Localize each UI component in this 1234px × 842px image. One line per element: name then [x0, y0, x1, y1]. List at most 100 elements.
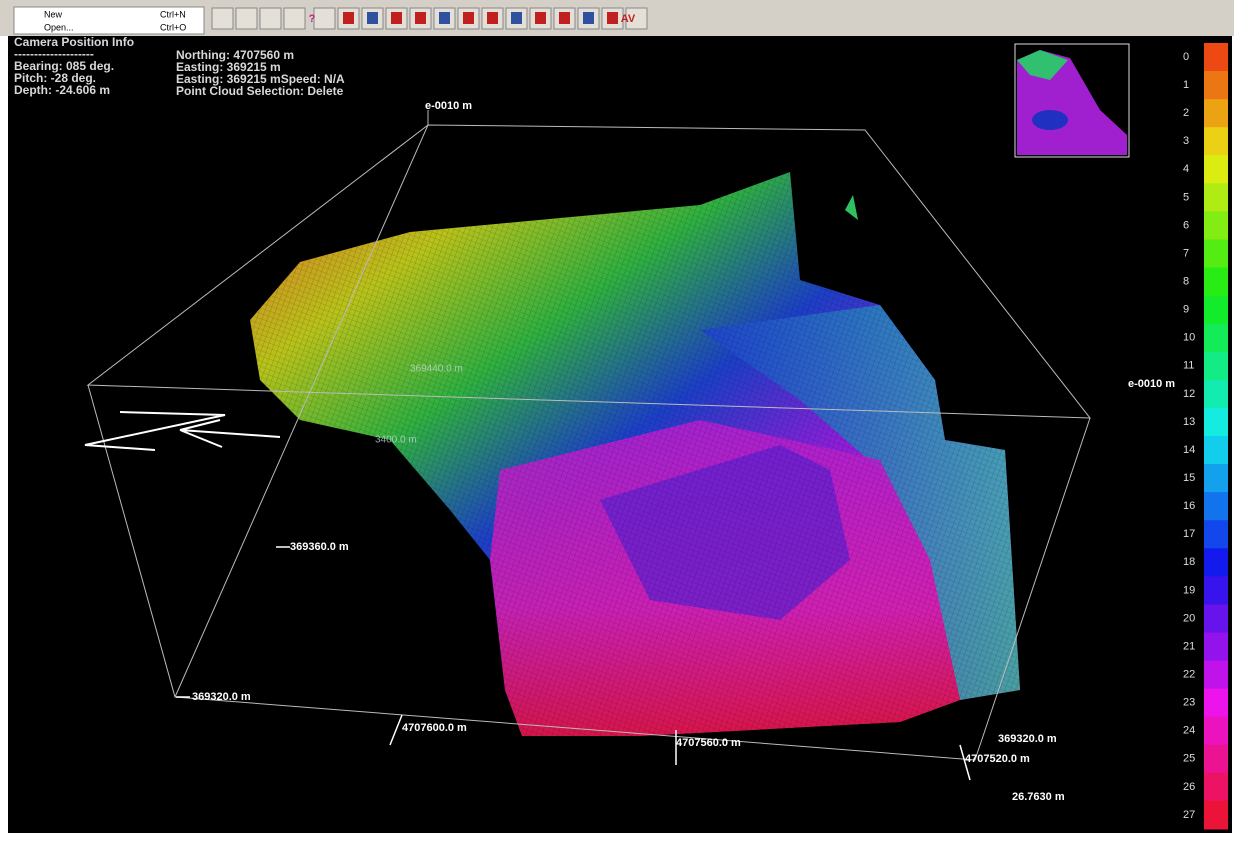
scale-label: 17: [1183, 528, 1195, 540]
tool-button[interactable]: [313, 7, 336, 30]
tool-label: AV: [621, 13, 636, 25]
tool-icon: [607, 12, 618, 24]
scale-label: 19: [1183, 584, 1195, 596]
info-line: Point Cloud Selection: Delete: [176, 84, 344, 98]
axis-label: 4707560.0 m: [676, 737, 741, 749]
scale-label: 10: [1183, 332, 1195, 344]
north-arrow: [84, 411, 281, 451]
menu-item[interactable]: Open...: [44, 22, 74, 32]
info-line: Bearing: 085 deg.: [14, 59, 114, 73]
scale-label: 1: [1183, 79, 1189, 91]
scale-label: 3: [1183, 135, 1189, 147]
scale-cell: [1204, 351, 1228, 381]
axis-label: 369320.0 m: [192, 691, 251, 703]
tool-button[interactable]: [211, 7, 234, 30]
axis-label: e-0010 m: [425, 100, 472, 112]
axis-label: 4707600.0 m: [402, 722, 467, 734]
tool-button[interactable]: [625, 7, 648, 30]
scale-cell: [1204, 295, 1228, 325]
tool-icon: [487, 12, 498, 24]
axis-label: 369360.0 m: [290, 541, 349, 553]
axis-label: e-0010 m: [1128, 378, 1175, 390]
scale-label: 18: [1183, 556, 1195, 568]
tool-icon: [439, 12, 450, 24]
scale-cell: [1204, 632, 1228, 662]
tool-icon: [535, 12, 546, 24]
scale-label: 11: [1183, 360, 1194, 372]
menu-item[interactable]: New: [44, 9, 63, 19]
tool-label: ?: [309, 13, 316, 25]
tool-icon: [415, 12, 426, 24]
scale-label: 21: [1183, 640, 1195, 652]
scale-cell: [1204, 183, 1228, 212]
axis-label: 4707520.0 m: [965, 753, 1030, 765]
scale-cell: [1204, 239, 1228, 269]
scale-label: 6: [1183, 219, 1189, 231]
scale-label: 16: [1183, 500, 1195, 512]
tool-icon: [559, 12, 570, 24]
axis-label: 369320.0 m: [998, 733, 1057, 745]
tool-button[interactable]: [235, 7, 258, 30]
file-menu: [13, 6, 205, 35]
scale-cell: [1204, 660, 1228, 690]
info-line: Easting: 369215 m: [176, 60, 281, 74]
info-separator: --------------------: [14, 47, 94, 61]
scale-cell: [1204, 716, 1228, 746]
tool-icon: [583, 12, 594, 24]
scale-cell: [1204, 772, 1228, 802]
tool-button[interactable]: [283, 7, 306, 30]
info-line: Pitch: -28 deg.: [14, 71, 96, 85]
tool-icon: [463, 12, 474, 24]
tool-icon: [391, 12, 402, 24]
tool-icon: [511, 12, 522, 24]
scale-cell: [1204, 436, 1228, 465]
scale-label: 0: [1183, 51, 1189, 63]
axis-tick: [176, 546, 971, 781]
scale-cell: [1204, 127, 1228, 156]
tool-icon: [367, 12, 378, 24]
info-title: Camera Position Info: [14, 35, 134, 49]
scale-cell: [1204, 688, 1228, 718]
info-line: Depth: -24.606 m: [14, 83, 110, 97]
scale-cell: [1204, 520, 1228, 549]
minimap-terrain: [1017, 50, 1068, 80]
info-line: Northing: 4707560 m: [176, 48, 294, 62]
scale-cell: [1204, 211, 1228, 240]
tool-icon: [343, 12, 354, 24]
scale-cell: [1204, 155, 1228, 184]
scale-cell: [1204, 800, 1228, 830]
scale-label: 8: [1183, 276, 1189, 288]
scale-cell: [1204, 407, 1228, 437]
scale-cell: [1204, 43, 1228, 72]
menu-shortcut: Ctrl+O: [160, 22, 186, 32]
scale-label: 24: [1183, 725, 1195, 737]
minimap-terrain: [1032, 110, 1068, 130]
scale-cell: [1204, 267, 1228, 297]
scale-label: 2: [1183, 107, 1189, 119]
scale-cell: [1204, 492, 1228, 521]
scale-label: 9: [1183, 304, 1189, 316]
scale-label: 13: [1183, 416, 1195, 428]
scale-label: 14: [1183, 444, 1195, 456]
scale-cell: [1204, 71, 1228, 100]
scale-label: 4: [1183, 163, 1189, 175]
scale-label: 26: [1183, 781, 1195, 793]
scale-cell: [1204, 576, 1228, 605]
bathymetry-mesh: [250, 172, 1020, 736]
scale-cell: [1204, 99, 1228, 128]
scale-cell: [1204, 548, 1228, 577]
axis-label: 3400.0 m: [375, 435, 417, 446]
axis-label: 369440.0 m: [410, 364, 463, 375]
info-line: Easting: 369215 mSpeed: N/A: [176, 72, 345, 86]
scale-label: 20: [1183, 612, 1195, 624]
scale-label: 5: [1183, 191, 1189, 203]
scale-cell: [1204, 464, 1228, 493]
scale-label: 25: [1183, 753, 1195, 765]
scale-cell: [1204, 379, 1228, 409]
scale-label: 22: [1183, 669, 1195, 681]
tool-button[interactable]: [259, 7, 282, 30]
scale-label: 15: [1183, 472, 1195, 484]
scale-cell: [1204, 744, 1228, 774]
scale-label: 12: [1183, 388, 1195, 400]
